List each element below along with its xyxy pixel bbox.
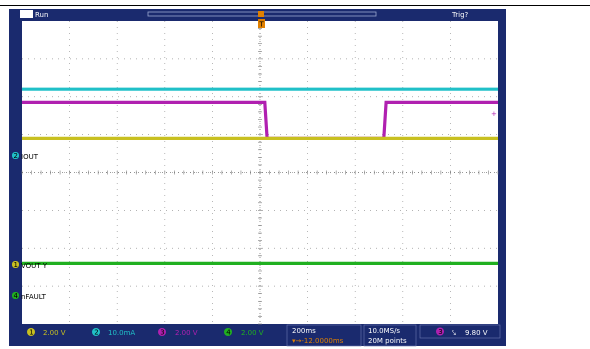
channel-tag-name: VOUT Y xyxy=(21,262,48,270)
timebase: 200ms xyxy=(292,327,316,335)
trigger-panel xyxy=(419,324,501,339)
ch1-scale: 2.00 V xyxy=(43,329,66,337)
trigger-marker-label: T xyxy=(259,21,265,29)
timebase-panel xyxy=(286,324,362,347)
trigger-channel: 3 xyxy=(438,328,442,336)
channel-tag-vout: 1 VOUT Y xyxy=(12,261,48,270)
graticule xyxy=(21,20,499,325)
channel-tag-badge xyxy=(12,292,19,299)
acquisition-panel xyxy=(363,324,417,347)
trigger-slope-icon: ⤥ xyxy=(452,329,456,337)
ch4-badge xyxy=(224,328,232,336)
run-indicator xyxy=(20,10,33,18)
ch2-scale: 10.0mA xyxy=(108,329,135,337)
ch4-scale: 2.00 V xyxy=(241,329,264,337)
ch3-badge xyxy=(158,328,166,336)
trigger-level: 9.80 V xyxy=(465,329,488,337)
channel-scale-panel xyxy=(20,326,282,338)
ch2-badge xyxy=(92,328,100,336)
ch3-scale: 2.00 V xyxy=(175,329,198,337)
channel-tag-name: nFAULT xyxy=(21,293,47,301)
channel-tag-name: IOUT xyxy=(21,153,39,161)
channel-tag-num: 2 xyxy=(14,152,18,160)
channel-tag-nfault: 4 nFAULT xyxy=(12,292,47,301)
channel-tag-num: 4 xyxy=(14,292,19,300)
channel-tag-num: 1 xyxy=(14,261,18,269)
page-rule xyxy=(0,5,590,6)
ch3-offscreen-marker: + xyxy=(491,110,497,118)
ch3-badge-num: 3 xyxy=(160,329,164,337)
channel-tag-iout: 2 IOUT xyxy=(12,152,39,161)
status-bar: 1 2.00 V 2 10.0mA 3 2.00 V 4 2.00 V 200m… xyxy=(20,324,501,347)
trigger-position-marker xyxy=(258,11,264,17)
ch1-badge-num: 1 xyxy=(29,329,33,337)
trig-label: Trig? xyxy=(451,11,469,19)
ch2-badge-num: 2 xyxy=(94,329,98,337)
trigger-marker xyxy=(258,19,265,28)
traces xyxy=(22,87,498,265)
trigger-offset: ▾→-12.0000ms xyxy=(292,337,344,345)
record-length: 20M points xyxy=(368,337,407,345)
ch4-badge-num: 4 xyxy=(226,329,231,337)
channel-tag-badge xyxy=(12,152,19,159)
run-label: Run xyxy=(35,11,48,19)
ch1-badge xyxy=(27,328,35,336)
channel-tag-badge xyxy=(12,261,19,268)
header-bar: Run Trig? xyxy=(20,10,469,19)
sample-rate: 10.0MS/s xyxy=(368,327,400,335)
trigger-channel-badge xyxy=(436,327,444,336)
